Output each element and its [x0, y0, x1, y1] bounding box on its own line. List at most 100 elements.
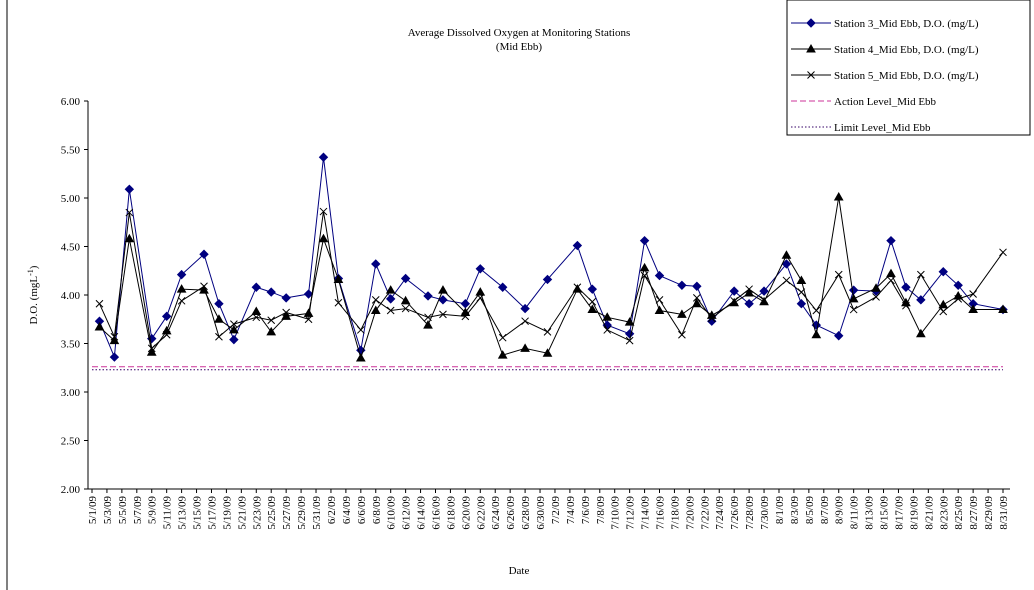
marker-diamond [542, 274, 553, 285]
x-tick-label: 6/30/09 [535, 496, 547, 530]
marker-triangle [542, 348, 553, 357]
x-tick-label: 8/17/09 [893, 496, 905, 530]
x-tick-label: 7/24/09 [714, 496, 726, 530]
marker-cross [999, 248, 1007, 257]
x-tick-label: 8/27/09 [968, 496, 980, 530]
marker-diamond [587, 284, 598, 294]
marker-triangle [318, 233, 329, 243]
marker-cross [954, 295, 963, 303]
y-tick-label: 2.50 [61, 436, 81, 448]
marker-triangle [229, 324, 239, 334]
x-tick-label: 7/20/09 [684, 496, 696, 530]
x-tick-label: 8/13/09 [864, 496, 876, 530]
marker-cross [917, 270, 925, 279]
x-tick-label: 8/29/09 [983, 496, 995, 530]
marker-triangle [624, 317, 635, 326]
marker-cross [177, 296, 186, 305]
marker-diamond [692, 281, 702, 291]
marker-cross [476, 294, 485, 302]
legend-label: Station 3_Mid Ebb, D.O. (mg/L) [834, 18, 979, 30]
marker-cross [386, 306, 395, 315]
marker-cross [730, 296, 739, 305]
marker-triangle [886, 268, 896, 278]
marker-cross [902, 301, 910, 310]
marker-triangle [400, 295, 411, 305]
x-tick-label: 6/14/09 [416, 496, 428, 530]
x-tick-label: 7/2/09 [550, 496, 562, 525]
marker-cross [812, 306, 821, 315]
x-tick-label: 5/27/09 [281, 496, 293, 530]
marker-triangle [654, 305, 665, 315]
x-tick-label: 8/31/09 [998, 496, 1010, 530]
x-tick-label: 6/6/09 [356, 496, 368, 525]
marker-cross [603, 326, 612, 334]
marker-diamond [161, 311, 172, 322]
marker-diamond [176, 269, 187, 280]
y-axis-label-sup: -1 [26, 269, 35, 276]
legend-label: Station 5_Mid Ebb, D.O. (mg/L) [834, 70, 979, 82]
y-axis-label-main: D.O. (mgL [28, 276, 40, 325]
marker-diamond [901, 282, 911, 292]
marker-diamond [744, 299, 754, 309]
x-tick-label: 7/10/09 [610, 496, 622, 530]
marker-diamond [520, 303, 530, 314]
marker-cross [807, 71, 815, 79]
x-tick-label: 7/6/09 [580, 496, 592, 525]
x-tick-label: 5/15/09 [192, 496, 204, 530]
marker-cross [782, 276, 791, 285]
x-tick-label: 5/31/09 [311, 496, 323, 530]
marker-cross [521, 317, 529, 326]
marker-cross [401, 304, 410, 313]
marker-cross [439, 310, 447, 319]
x-tick-label: 6/28/09 [520, 496, 532, 530]
marker-cross [334, 298, 343, 307]
marker-cross [110, 332, 119, 341]
x-tick-label: 6/18/09 [445, 496, 457, 530]
x-tick-label: 8/23/09 [938, 496, 950, 530]
marker-triangle [998, 304, 1008, 314]
marker-triangle [94, 322, 105, 331]
marker-cross [252, 313, 261, 322]
y-tick-label: 4.50 [61, 242, 81, 254]
x-tick-label: 8/11/09 [849, 496, 861, 530]
marker-diamond [916, 295, 926, 305]
x-tick-label: 7/8/09 [595, 496, 607, 525]
x-axis-label: Date [509, 565, 530, 577]
chart-subtitle: (Mid Ebb) [496, 41, 542, 53]
marker-triangle [602, 312, 613, 321]
x-tick-label: 7/26/09 [729, 496, 741, 530]
marker-cross [125, 208, 134, 217]
marker-diamond [229, 334, 239, 345]
marker-diamond [886, 235, 896, 246]
marker-triangle [109, 335, 120, 345]
marker-triangle [938, 299, 949, 309]
marker-cross [588, 297, 597, 306]
x-tick-label: 5/21/09 [236, 496, 248, 530]
marker-diamond [497, 282, 508, 292]
x-tick-label: 6/16/09 [430, 496, 442, 530]
marker-triangle [266, 326, 277, 336]
marker-diamond [806, 18, 816, 28]
x-tick-label: 5/23/09 [251, 496, 263, 530]
marker-diamond [281, 293, 291, 303]
marker-cross [745, 285, 753, 294]
x-tick-label: 7/4/09 [565, 496, 577, 525]
marker-triangle [796, 275, 807, 284]
marker-triangle [520, 343, 530, 352]
marker-triangle [497, 350, 508, 359]
marker-diamond [400, 273, 411, 284]
marker-cross [371, 295, 380, 304]
marker-triangle [811, 329, 822, 339]
x-tick-label: 7/14/09 [640, 496, 652, 530]
marker-cross [267, 316, 276, 325]
x-tick-label: 5/11/09 [162, 496, 174, 530]
y-tick-label: 3.50 [61, 339, 81, 351]
x-tick-label: 6/2/09 [326, 496, 338, 525]
marker-cross [849, 305, 858, 314]
marker-diamond [251, 282, 261, 292]
marker-cross [625, 336, 634, 345]
legend-label: Limit Level_Mid Ebb [834, 122, 931, 134]
marker-triangle [915, 328, 926, 338]
marker-triangle [848, 293, 859, 303]
